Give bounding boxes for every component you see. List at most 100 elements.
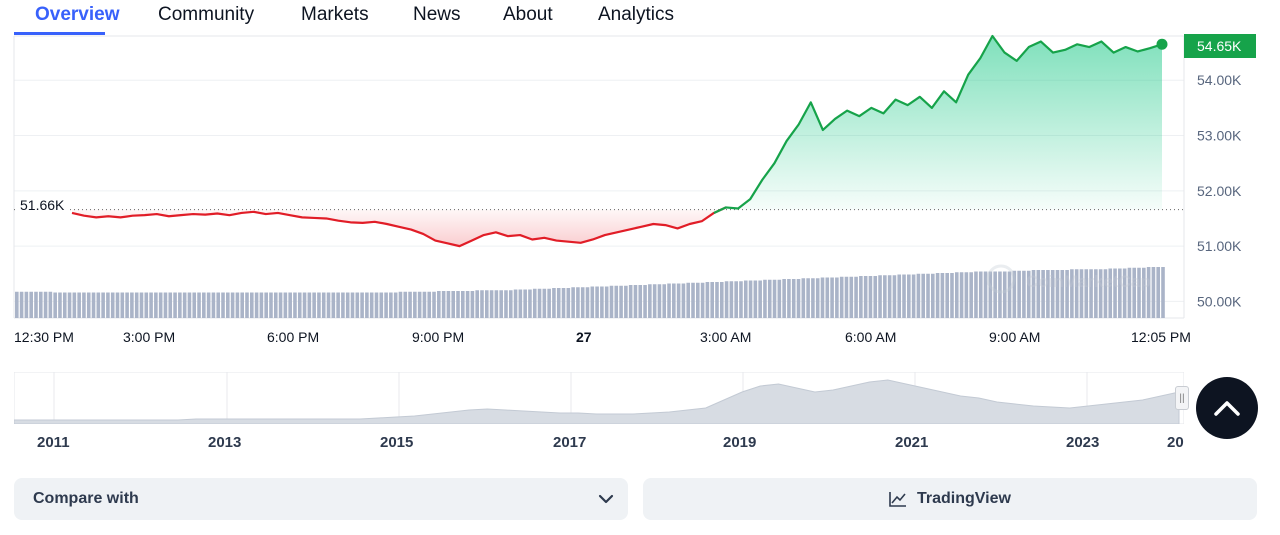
volume-bar	[643, 285, 647, 318]
volume-bar	[384, 292, 388, 318]
volume-bar	[652, 284, 657, 318]
volume-bar	[1036, 270, 1041, 318]
volume-bar	[767, 279, 772, 318]
volume-bar	[638, 285, 643, 318]
volume-bar	[566, 288, 571, 318]
volume-bar	[739, 281, 743, 318]
volume-bar	[82, 292, 86, 318]
volume-bar	[29, 291, 33, 318]
volume-bar	[1142, 267, 1146, 318]
volume-bar	[600, 286, 604, 318]
tab-markets[interactable]: Markets	[301, 4, 369, 25]
volume-bar	[1060, 270, 1065, 318]
volume-bar	[240, 292, 244, 318]
price-chart[interactable]: 54.00K 53.00K 52.00K 51.00K 50.00K 12:30 PM 3…	[0, 0, 1280, 360]
volume-bar	[1146, 267, 1151, 318]
volume-bar	[365, 292, 369, 318]
volume-bar	[374, 292, 379, 318]
navigator-year-label: 20	[1167, 434, 1184, 451]
volume-bar	[62, 292, 67, 318]
volume-bar	[801, 278, 806, 318]
volume-bar	[259, 292, 264, 318]
navigator-year-label: 2019	[723, 434, 757, 451]
volume-bar	[1055, 270, 1060, 318]
price-area-fill	[72, 36, 1162, 247]
scroll-top-button[interactable]	[1196, 377, 1258, 439]
navigator-area	[14, 379, 1180, 424]
volume-bar	[672, 283, 676, 318]
volume-bar	[178, 292, 182, 318]
open-price-label-group: 51.66K	[16, 196, 68, 214]
x-tick-label: 12:05 PM	[1131, 329, 1191, 345]
x-tick-label: 6:00 PM	[267, 329, 319, 345]
volume-bar	[302, 292, 307, 318]
volume-bar	[811, 278, 815, 318]
tab-community[interactable]: Community	[158, 4, 255, 25]
volume-bar	[408, 291, 412, 318]
tab-analytics[interactable]: Analytics	[598, 4, 675, 25]
tab-news[interactable]: News	[413, 4, 461, 25]
volume-bar	[58, 292, 62, 318]
volume-bar	[648, 284, 652, 318]
positive-area	[713, 36, 1162, 210]
volume-bar	[226, 292, 230, 318]
volume-bar	[15, 291, 19, 318]
volume-bar	[729, 281, 734, 318]
volume-bar	[715, 282, 719, 318]
volume-bar	[110, 292, 115, 318]
volume-bar	[1084, 269, 1089, 318]
volume-bar	[446, 291, 451, 318]
volume-bar	[77, 292, 81, 318]
volume-bar	[427, 291, 432, 318]
volume-bar	[475, 290, 479, 318]
volume-bar	[1108, 268, 1113, 318]
y-tick-label: 54.00K	[1197, 72, 1242, 88]
volume-bar	[499, 290, 503, 318]
volume-bar	[844, 276, 849, 318]
volume-bar	[787, 279, 791, 318]
volume-bar	[945, 273, 949, 318]
volume-bar	[1074, 269, 1079, 318]
volume-bar	[883, 275, 887, 318]
volume-bar	[1094, 269, 1098, 318]
volume-bar	[254, 292, 259, 318]
volume-bar	[158, 292, 163, 318]
tab-overview[interactable]: Overview	[35, 4, 120, 25]
volume-bar	[753, 280, 758, 318]
volume-bar	[657, 284, 662, 318]
tab-about[interactable]: About	[503, 4, 553, 25]
volume-bar	[978, 271, 983, 318]
range-navigator[interactable]	[14, 372, 1184, 424]
x-tick-label: 6:00 AM	[845, 329, 896, 345]
volume-bar	[1151, 267, 1156, 318]
chevron-down-icon	[598, 494, 614, 504]
volume-bar	[878, 275, 882, 318]
volume-bar	[221, 292, 225, 318]
volume-bar	[297, 292, 302, 318]
volume-bar	[24, 291, 29, 318]
volume-bar	[269, 292, 273, 318]
volume-bar	[182, 292, 187, 318]
price-line-down	[71, 206, 727, 248]
watermark: CoinMarketCap	[986, 264, 1151, 294]
volume-bar	[1046, 270, 1050, 318]
drag-handle-icon[interactable]: ||	[1175, 386, 1189, 410]
volume-bar	[580, 287, 585, 318]
compare-with-dropdown[interactable]: Compare with	[14, 478, 628, 520]
x-axis: 12:30 PM 3:00 PM 6:00 PM 9:00 PM 27 3:00 AM 6:…	[14, 329, 1191, 345]
volume-bar	[974, 271, 978, 318]
volume-bar	[86, 292, 91, 318]
volume-bar	[590, 286, 595, 318]
volume-bar	[907, 274, 911, 318]
volume-bar	[556, 288, 561, 318]
tradingview-button[interactable]: TradingView	[643, 478, 1257, 520]
volume-bar	[307, 292, 312, 318]
volume-bar	[173, 292, 177, 318]
volume-bar	[868, 276, 873, 318]
volume-bar	[312, 292, 316, 318]
volume-bar	[902, 274, 906, 318]
volume-bar	[480, 290, 484, 318]
volume-bar	[1118, 268, 1122, 318]
volume-bar	[336, 292, 340, 318]
volume-bar	[585, 287, 590, 318]
